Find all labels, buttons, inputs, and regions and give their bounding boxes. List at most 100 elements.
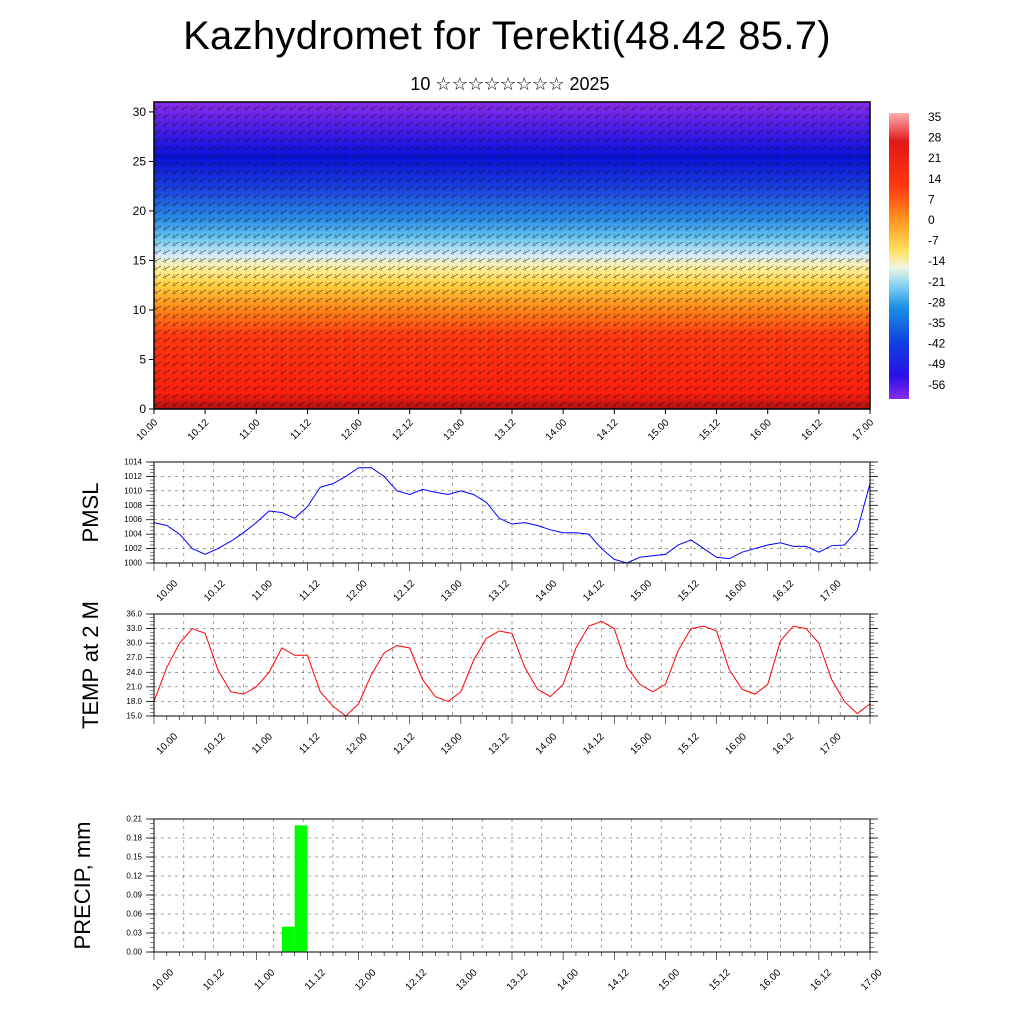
y-tick-label: 20 [133, 204, 147, 218]
x-tick-label: 10.12 [202, 731, 228, 757]
x-tick-label: 14.00 [534, 578, 560, 604]
x-tick-label: 11.12 [289, 417, 314, 442]
x-tick-label: 14.12 [595, 417, 621, 443]
colorbar-label: 35 [928, 110, 942, 124]
x-tick-label: 14.12 [581, 578, 607, 604]
x-tick-label: 12.00 [344, 578, 370, 604]
x-tick-label: 13.00 [439, 578, 465, 604]
x-tick-label: 15.12 [707, 967, 733, 993]
y-tick-label: 25 [133, 154, 147, 168]
x-tick-label: 17.00 [851, 417, 877, 443]
series-line [153, 467, 871, 564]
x-tick-label: 14.12 [606, 967, 632, 993]
x-tick-label: 16.00 [758, 967, 784, 993]
y-tick-label: 15.0 [126, 712, 142, 721]
x-tick-label: 12.12 [390, 417, 416, 443]
x-tick-label: 11.00 [252, 967, 277, 992]
y-tick-label: 0 [139, 402, 146, 416]
colorbar-label: 0 [928, 213, 935, 227]
series-line [153, 620, 871, 717]
y-tick-label: 0.00 [126, 948, 142, 957]
x-tick-label: 14.12 [581, 731, 607, 757]
y-tick-label: 1008 [124, 501, 142, 510]
y-tick-label: 30.0 [126, 639, 142, 648]
panel-frame [153, 461, 871, 564]
x-tick-label: 16.12 [771, 578, 797, 604]
x-tick-label: 16.00 [723, 578, 749, 604]
colorbar-label: -35 [928, 316, 946, 330]
colorbar-label: 7 [928, 192, 935, 206]
colorbar-label: 14 [928, 172, 942, 186]
x-tick-label: 12.12 [392, 578, 418, 604]
colorbar-label: 21 [928, 151, 942, 165]
y-tick-label: 0.15 [126, 853, 142, 862]
y-tick-label: 1010 [124, 486, 142, 495]
x-tick-label: 15.00 [646, 417, 672, 443]
x-tick-label: 17.00 [818, 731, 844, 757]
colorbar-label: -21 [928, 275, 946, 289]
y-tick-label: 0.21 [126, 815, 142, 824]
y-tick-label: 27.0 [126, 653, 142, 662]
y-axis-title: PRECIP, mm [70, 822, 95, 950]
y-axis-title: PMSL [78, 483, 103, 543]
x-tick-label: 10.00 [151, 967, 177, 993]
pmsl-panel: 1000 1002 1004 1006 1008 1010 1012 1014 10.00 10.… [78, 458, 878, 604]
x-tick-label: 11.12 [297, 578, 322, 603]
y-tick-label: 10 [133, 303, 147, 317]
x-tick-label: 16.12 [808, 967, 834, 993]
x-tick-label: 17.00 [859, 967, 885, 993]
colorbar-label: -49 [928, 357, 946, 371]
x-tick-label: 13.12 [486, 731, 512, 757]
y-tick-label: 1004 [124, 530, 142, 539]
y-tick-label: 36.0 [126, 610, 142, 619]
x-tick-label: 10.00 [155, 578, 181, 604]
x-tick-label: 12.00 [344, 731, 370, 757]
x-tick-label: 14.00 [555, 967, 581, 993]
wind-vectors [154, 102, 870, 409]
x-tick-label: 10.00 [135, 417, 161, 443]
y-tick-label: 0.18 [126, 834, 142, 843]
y-tick-label: 1006 [124, 515, 142, 524]
y-tick-label: 21.0 [126, 682, 142, 691]
y-tick-label: 33.0 [126, 624, 142, 633]
x-tick-label: 14.00 [534, 731, 560, 757]
colorbar-label: -42 [928, 337, 946, 351]
x-tick-label: 11.12 [297, 731, 322, 756]
x-tick-label: 13.12 [505, 967, 531, 993]
y-tick-label: 0.06 [126, 910, 142, 919]
x-tick-label: 10.00 [155, 731, 181, 757]
x-tick-label: 16.00 [723, 731, 749, 757]
chart-subtitle: 10 ☆☆☆☆☆☆☆☆ 2025 [410, 74, 610, 94]
y-tick-label: 0.03 [126, 929, 142, 938]
y-tick-label: 1012 [124, 472, 142, 481]
x-tick-label: 12.00 [339, 417, 365, 443]
colorbar-label: -7 [928, 234, 939, 248]
panel-frame [153, 613, 871, 717]
x-tick-label: 15.12 [676, 578, 702, 604]
colorbar: 35 28 21 14 7 0 -7 -14 -21 -28 -35 -42 -49 -56 [889, 110, 946, 399]
colorbar-label: -28 [928, 295, 946, 309]
y-tick-label: 1002 [124, 544, 142, 553]
x-tick-label: 16.12 [771, 731, 797, 757]
temp-panel: 15.0 18.0 21.0 24.0 27.0 30.0 33.0 36.0 10.00 10.… [78, 601, 878, 757]
y-tick-label: 5 [139, 352, 146, 366]
x-tick-label: 13.00 [439, 731, 465, 757]
x-tick-label: 15.00 [629, 731, 655, 757]
x-tick-label: 17.00 [818, 578, 844, 604]
colorbar-label: 28 [928, 131, 942, 145]
x-tick-label: 12.12 [404, 967, 430, 993]
x-tick-label: 10.12 [201, 967, 227, 993]
x-tick-label: 11.00 [250, 731, 275, 756]
x-tick-label: 15.00 [629, 578, 655, 604]
x-tick-label: 13.12 [486, 578, 512, 604]
x-tick-label: 10.12 [186, 417, 212, 443]
precip-bar [294, 825, 308, 952]
x-tick-label: 16.12 [800, 417, 826, 443]
precip-panel: 0.00 0.03 0.06 0.09 0.12 0.15 0.18 0.21 10.00 10.… [70, 815, 885, 993]
y-tick-label: 24.0 [126, 668, 142, 677]
colorbar-scale [889, 113, 909, 399]
precip-bar [281, 926, 295, 952]
panel-frame [153, 818, 871, 953]
x-tick-label: 12.00 [353, 967, 379, 993]
